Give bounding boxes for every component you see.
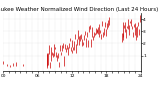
Title: Milwaukee Weather Normalized Wind Direction (Last 24 Hours): Milwaukee Weather Normalized Wind Direct… [0,7,159,12]
